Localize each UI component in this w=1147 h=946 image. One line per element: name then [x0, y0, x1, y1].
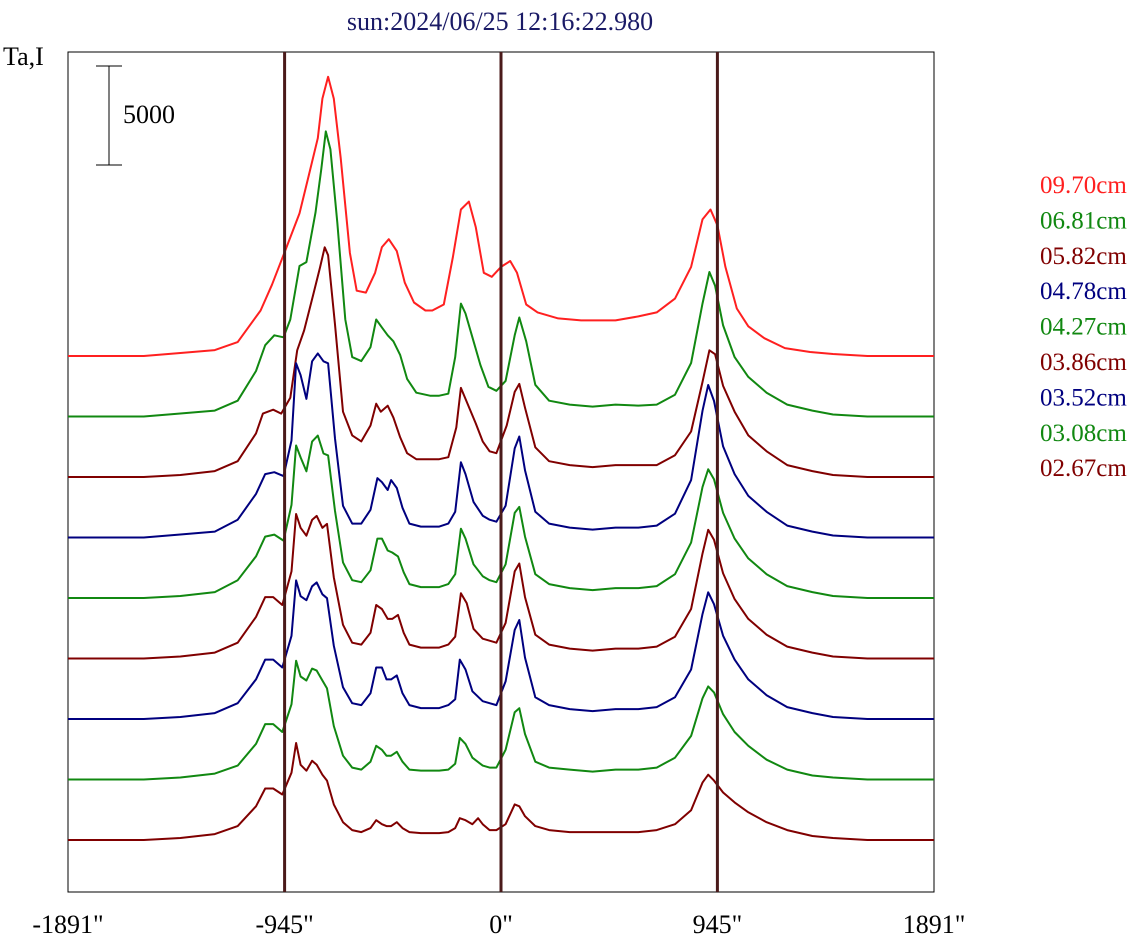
chart-title: sun:2024/06/25 12:16:22.980 [347, 7, 653, 36]
scale-bar-label: 5000 [123, 100, 175, 129]
series-line-03-52cm [68, 579, 934, 720]
series-line-05-82cm [68, 246, 934, 478]
x-tick-label-4: 1891" [903, 910, 966, 939]
legend-entry-06-81cm: 06.81cm [1040, 207, 1127, 234]
x-tick-labels: -1891" -945" 0" 945" 1891" [32, 910, 965, 939]
scale-bar: 5000 [96, 65, 175, 166]
x-tick-label-1: -945" [255, 910, 313, 939]
series-line-02-67cm [68, 742, 934, 841]
series-line-03-08cm [68, 659, 934, 781]
y-axis-label: Ta,I [3, 42, 44, 71]
x-tick-label-0: -1891" [32, 910, 103, 939]
legend-entry-02-67cm: 02.67cm [1040, 455, 1127, 482]
legend-entry-05-82cm: 05.82cm [1040, 243, 1127, 270]
x-tick-label-3: 945" [693, 910, 743, 939]
legend-entry-03-08cm: 03.08cm [1040, 420, 1127, 447]
vertical-marker-layer [283, 52, 719, 892]
legend-entry-04-27cm: 04.27cm [1040, 314, 1127, 341]
series-line-03-86cm [68, 513, 934, 660]
series-line-09-70cm [68, 75, 934, 357]
x-tick-label-2: 0" [489, 910, 513, 939]
series-line-06-81cm [68, 130, 934, 418]
legend: 09.70cm 06.81cm 05.82cm 04.78cm 04.27cm 03.86… [1040, 172, 1127, 482]
legend-entry-09-70cm: 09.70cm [1040, 172, 1127, 199]
series-line-04-78cm [68, 352, 934, 539]
series-line-04-27cm [68, 434, 934, 599]
series-layer [68, 75, 934, 841]
legend-entry-03-86cm: 03.86cm [1040, 349, 1127, 376]
legend-entry-04-78cm: 04.78cm [1040, 278, 1127, 305]
legend-entry-03-52cm: 03.52cm [1040, 384, 1127, 411]
